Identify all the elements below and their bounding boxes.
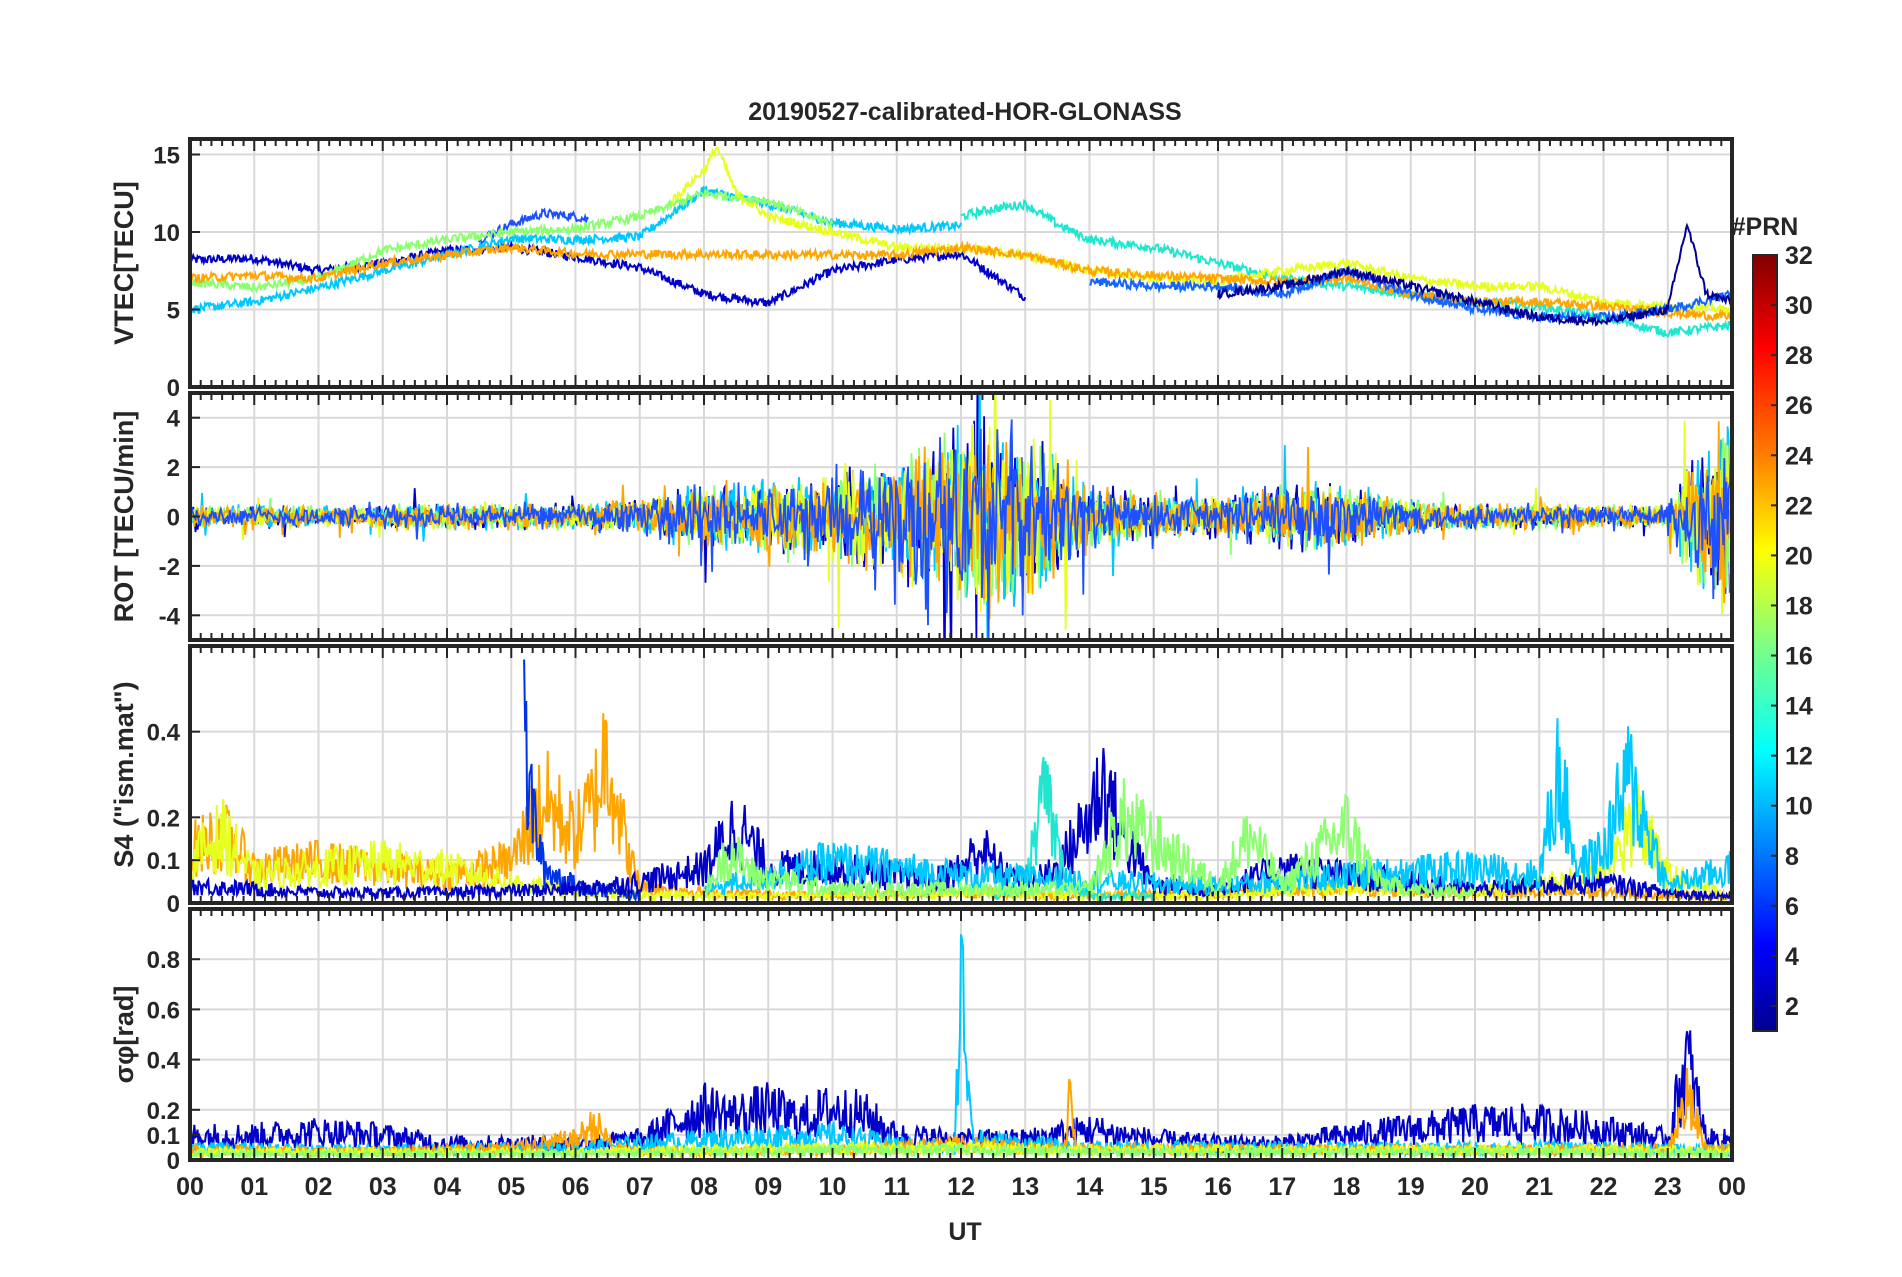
x-tick-label: 20 — [1461, 1173, 1489, 1201]
y-tick-label: 4 — [167, 406, 181, 433]
y-axis-label: S4 ("ism.mat") — [109, 681, 139, 867]
x-tick-label: 08 — [690, 1173, 718, 1201]
panel-2: -4 -2 0 2 4 ROT [TECU/min] — [109, 285, 1732, 690]
colorbar-tick-label: 20 — [1785, 542, 1813, 570]
y-tick-label: 0.4 — [147, 720, 181, 747]
colorbar-tick-label: 24 — [1785, 442, 1813, 470]
x-tick-label: 16 — [1204, 1173, 1232, 1201]
colorbar-tick-label: 6 — [1785, 893, 1799, 921]
x-tick-label: 04 — [433, 1173, 461, 1201]
y-tick-label: 0.1 — [147, 848, 180, 875]
colorbar-tick-label: 28 — [1785, 342, 1813, 370]
x-tick-label: 12 — [947, 1173, 975, 1201]
y-tick-label: 0.8 — [147, 947, 180, 974]
x-tick-label: 19 — [1397, 1173, 1425, 1201]
colorbar-tick-label: 22 — [1785, 492, 1813, 520]
x-tick-label: 18 — [1333, 1173, 1361, 1201]
x-tick-label: 23 — [1654, 1173, 1682, 1201]
colorbar-tick-label: 8 — [1785, 843, 1799, 871]
y-tick-label: 0.1 — [147, 1123, 180, 1150]
colorbar-tick-label: 18 — [1785, 592, 1813, 620]
y-tick-label: 0.2 — [147, 805, 180, 832]
y-axis-label: VTEC[TECU] — [109, 181, 139, 345]
x-tick-label: 17 — [1268, 1173, 1296, 1201]
x-tick-label: 21 — [1525, 1173, 1553, 1201]
x-tick-label: 14 — [1076, 1173, 1104, 1201]
series-line-6 — [672, 148, 1732, 314]
series-line-3 — [524, 660, 640, 900]
x-tick-label: 11 — [884, 1173, 911, 1201]
x-tick-label: 00 — [176, 1173, 204, 1201]
y-tick-label: -2 — [159, 554, 180, 581]
y-tick-label: 10 — [153, 220, 180, 247]
chart-title: 20190527-calibrated-HOR-GLONASS — [748, 98, 1181, 126]
x-tick-label: 02 — [305, 1173, 333, 1201]
x-tick-label: 01 — [240, 1173, 268, 1201]
y-tick-label: 0.4 — [147, 1048, 181, 1075]
colorbar-label: #PRN — [1732, 213, 1799, 241]
x-axis-label: UT — [948, 1218, 981, 1246]
y-tick-label: 2 — [167, 455, 180, 482]
y-tick-label: 0 — [167, 1148, 180, 1175]
y-tick-label: 0 — [167, 375, 180, 402]
y-axis-label: ROT [TECU/min] — [109, 411, 139, 622]
panel-1: 0 5 10 15 VTEC[TECU] — [109, 139, 1732, 402]
colorbar-tick-label: 30 — [1785, 292, 1813, 320]
panel-4: 00.10.2 0.4 0.6 0.8 σφ[rad] — [109, 909, 1732, 1175]
y-tick-label: 0.2 — [147, 1098, 180, 1125]
colorbar-tick-label: 14 — [1785, 693, 1813, 721]
colorbar-tick-label: 32 — [1785, 242, 1813, 270]
x-tick-label: 15 — [1140, 1173, 1168, 1201]
colorbar-tick-label: 2 — [1785, 993, 1799, 1021]
colorbar-gradient — [1753, 255, 1777, 1031]
x-tick-label: 09 — [754, 1173, 782, 1201]
y-tick-label: 15 — [153, 143, 180, 170]
x-tick-label: 07 — [626, 1173, 654, 1201]
x-tick-label: 03 — [369, 1173, 397, 1201]
colorbar-tick-label: 12 — [1785, 743, 1813, 771]
x-tick-label: 05 — [497, 1173, 525, 1201]
y-tick-label: 0.6 — [147, 997, 180, 1024]
colorbar-tick-label: 4 — [1785, 943, 1799, 971]
y-tick-label: -4 — [159, 603, 181, 630]
colorbar-tick-label: 26 — [1785, 392, 1813, 420]
x-tick-label: 10 — [819, 1173, 847, 1201]
x-tick-label: 00 — [1718, 1173, 1746, 1201]
y-tick-label: 5 — [167, 298, 180, 325]
x-tick-label: 13 — [1011, 1173, 1039, 1201]
x-tick-label: 22 — [1590, 1173, 1618, 1201]
colorbar-tick-label: 16 — [1785, 643, 1813, 671]
colorbar-tick-label: 10 — [1785, 793, 1813, 821]
y-tick-label: 0 — [167, 891, 180, 918]
y-axis-label: σφ[rad] — [109, 986, 139, 1084]
panel-3: 0 0.1 0.2 0.4 S4 ("ism.mat") — [109, 646, 1732, 918]
y-tick-label: 0 — [167, 505, 180, 532]
x-tick-label: 06 — [562, 1173, 590, 1201]
